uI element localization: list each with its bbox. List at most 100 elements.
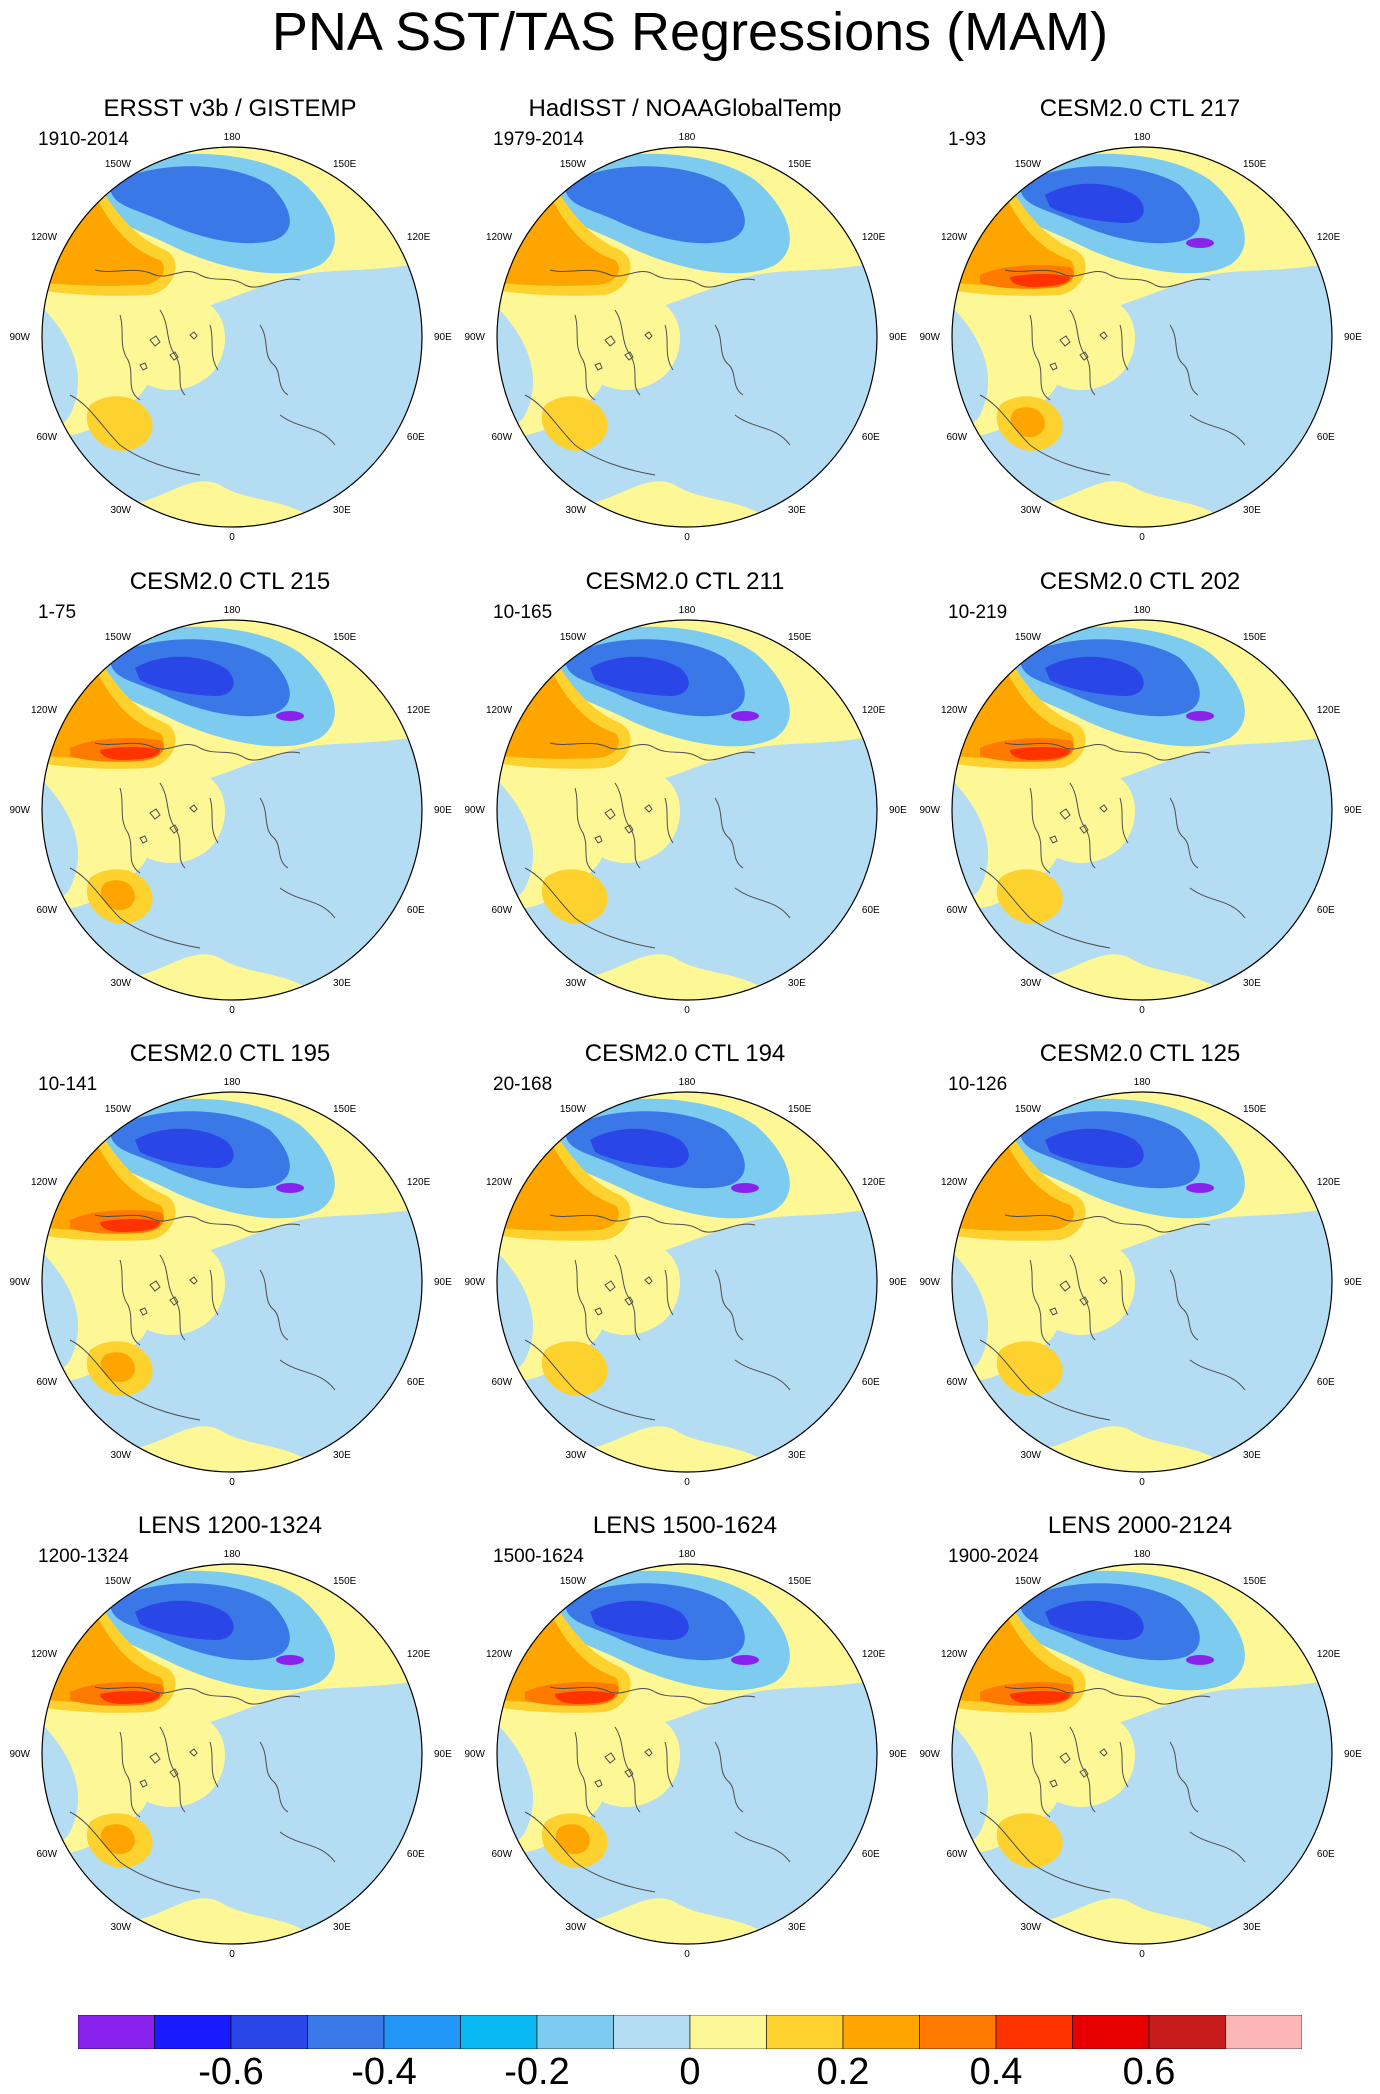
light-blue-region bbox=[497, 1672, 877, 1944]
longitude-label: 120W bbox=[941, 1177, 968, 1188]
pacific-cold-mid bbox=[110, 166, 290, 244]
panel-year-range: 1-93 bbox=[948, 129, 987, 150]
coastlines bbox=[979, 742, 1246, 949]
longitude-label: 90W bbox=[464, 332, 485, 343]
longitude-label: 150W bbox=[560, 159, 587, 170]
map-panel: CESM2.0 CTL 125 10-126 180 150E 120E 90E 60E 30… bbox=[910, 1040, 1370, 1515]
longitude-label: 120E bbox=[1317, 705, 1341, 716]
warm-core bbox=[100, 747, 160, 760]
arctic-islands bbox=[1049, 331, 1108, 371]
arctic-islands bbox=[1049, 1748, 1108, 1788]
west-blue-region bbox=[952, 1722, 988, 1843]
atlantic-warm-patch bbox=[541, 1341, 608, 1396]
map-border bbox=[41, 619, 423, 1001]
longitude-label: 30W bbox=[1020, 978, 1041, 989]
longitude-label: 150W bbox=[105, 159, 132, 170]
warm-core bbox=[100, 1691, 160, 1704]
light-blue-region bbox=[497, 1200, 877, 1472]
polar-map: 180 150E 120E 90E 60E 30E 0 30W 60W 90W 120W 150W bbox=[9, 1077, 452, 1488]
arctic-interior bbox=[1034, 769, 1135, 864]
map-border bbox=[951, 1091, 1333, 1473]
longitude-label: 30E bbox=[333, 1450, 351, 1461]
longitude-label: 120W bbox=[31, 1649, 58, 1660]
longitude-label: 60E bbox=[407, 1377, 425, 1388]
arctic-islands bbox=[594, 804, 653, 844]
colorbar-segment bbox=[78, 2015, 155, 2049]
longitude-label: 120E bbox=[862, 1177, 886, 1188]
west-blue-region bbox=[497, 1722, 533, 1843]
longitude-label: 90E bbox=[889, 805, 907, 816]
pacific-cold-core bbox=[1045, 1128, 1144, 1168]
arctic-interior bbox=[124, 1713, 225, 1808]
colorbar-tick-label: -0.6 bbox=[198, 2051, 264, 2093]
longitude-label: 30E bbox=[1243, 1450, 1261, 1461]
atlantic-warm-core bbox=[100, 1824, 135, 1855]
warm-core bbox=[1010, 274, 1070, 287]
longitude-label: 60W bbox=[947, 1849, 968, 1860]
map-panel: ERSST v3b / GISTEMP 1910-2014 180 150E 120E 9… bbox=[0, 95, 460, 570]
longitude-label: 180 bbox=[1134, 605, 1151, 616]
panel-year-range: 20-168 bbox=[493, 1074, 553, 1095]
polar-map: 180 150E 120E 90E 60E 30E 0 30W 60W 90W 120W 150W bbox=[9, 1549, 452, 1960]
longitude-label: 30W bbox=[565, 505, 586, 516]
longitude-label: 90W bbox=[464, 1749, 485, 1760]
panel-title: CESM2.0 CTL 125 bbox=[1039, 1040, 1241, 1067]
longitude-label: 120W bbox=[486, 1649, 513, 1660]
figure-title: PNA SST/TAS Regressions (MAM) bbox=[271, 2, 1109, 62]
panel-year-range: 10-165 bbox=[493, 602, 553, 623]
longitude-label: 60W bbox=[37, 432, 58, 443]
polar-map: 180 150E 120E 90E 60E 30E 0 30W 60W 90W 120W 150W bbox=[464, 1077, 907, 1488]
pacific-cold-core bbox=[1045, 1600, 1144, 1640]
coastlines bbox=[524, 1214, 791, 1421]
colorbar-tick-label: 0 bbox=[679, 2051, 701, 2093]
longitude-label: 150E bbox=[1243, 1576, 1267, 1587]
light-blue-region bbox=[497, 728, 877, 1000]
map-panel: CESM2.0 CTL 215 1-75 180 150E 120E 90E 60E 30E 0… bbox=[0, 568, 460, 1043]
longitude-label: 0 bbox=[1139, 1005, 1145, 1016]
longitude-label: 120E bbox=[1317, 1649, 1341, 1660]
longitude-label: 90E bbox=[434, 805, 452, 816]
atlantic-warm-patch bbox=[996, 1341, 1063, 1396]
atlantic-warm-core bbox=[555, 1824, 590, 1855]
longitude-label: 180 bbox=[224, 132, 241, 143]
map-panel: CESM2.0 CTL 195 10-141 180 150E 120E 90E 60E 30… bbox=[0, 1040, 460, 1515]
longitude-label: 150W bbox=[1015, 632, 1042, 643]
longitude-label: 30E bbox=[1243, 978, 1261, 989]
cold-extreme-spot bbox=[731, 1183, 759, 1193]
longitude-label: 60W bbox=[947, 1377, 968, 1388]
light-blue-region bbox=[952, 1672, 1332, 1944]
light-blue-region bbox=[42, 728, 422, 1000]
atlantic-warm-patch bbox=[996, 1813, 1063, 1868]
longitude-label: 150E bbox=[333, 1576, 357, 1587]
longitude-label: 60E bbox=[862, 1377, 880, 1388]
longitude-label: 30W bbox=[1020, 505, 1041, 516]
arctic-interior bbox=[579, 769, 680, 864]
colorbar-segment bbox=[995, 2015, 1073, 2049]
longitude-label: 90E bbox=[1344, 332, 1362, 343]
longitude-label: 150E bbox=[788, 1576, 812, 1587]
colorbar-segment bbox=[460, 2015, 538, 2049]
west-blue-region bbox=[42, 1722, 78, 1843]
longitude-label: 0 bbox=[1139, 1477, 1145, 1488]
map-panel: LENS 1500-1624 1500-1624 180 150E 120E 90E 60E… bbox=[455, 1512, 915, 1987]
field-layer bbox=[42, 1092, 422, 1472]
west-blue-region bbox=[952, 1250, 988, 1371]
longitude-label: 30W bbox=[1020, 1922, 1041, 1933]
panel-year-range: 10-141 bbox=[38, 1074, 98, 1095]
field-layer bbox=[497, 147, 877, 527]
cold-extreme-spot bbox=[276, 711, 304, 721]
longitude-label: 90E bbox=[1344, 1277, 1362, 1288]
longitude-label: 60W bbox=[37, 1377, 58, 1388]
colorbar-segment bbox=[307, 2015, 385, 2049]
west-blue-region bbox=[952, 305, 988, 426]
colorbar-segment bbox=[613, 2015, 691, 2049]
colorbar-segment bbox=[230, 2015, 308, 2049]
longitude-label: 90E bbox=[889, 1749, 907, 1760]
longitude-label: 150W bbox=[1015, 1104, 1042, 1115]
longitude-label: 90W bbox=[919, 805, 940, 816]
longitude-label: 60E bbox=[407, 905, 425, 916]
longitude-label: 150W bbox=[1015, 1576, 1042, 1587]
colorbar-tick-label: 0.4 bbox=[969, 2051, 1023, 2093]
arctic-interior bbox=[579, 296, 680, 391]
arctic-interior bbox=[1034, 1713, 1135, 1808]
